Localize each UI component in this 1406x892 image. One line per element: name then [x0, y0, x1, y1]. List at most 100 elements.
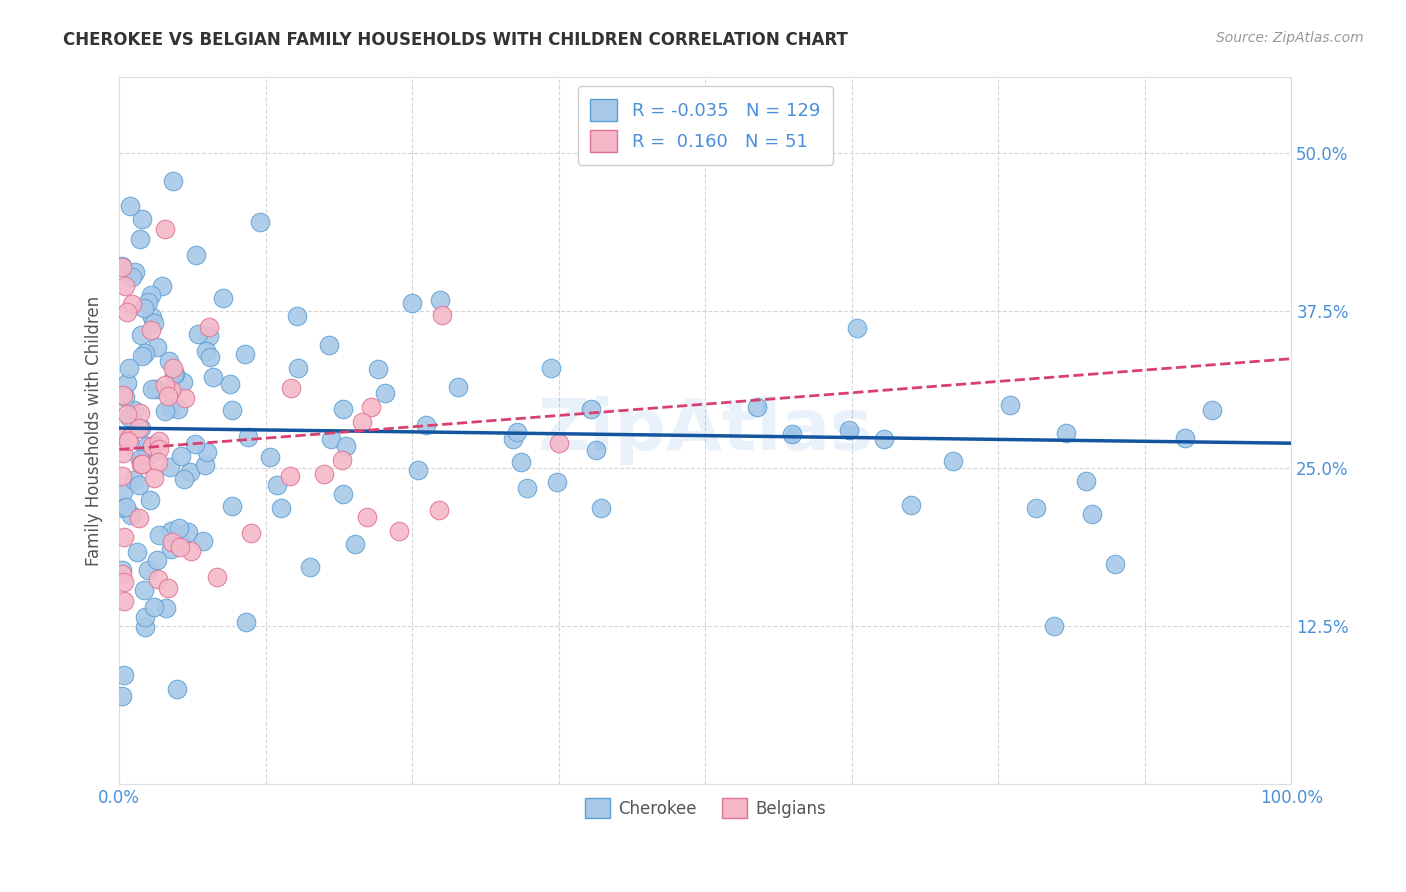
Point	[156, 581, 179, 595]
Point	[112, 667, 135, 681]
Point	[114, 279, 136, 293]
Point	[179, 466, 201, 480]
Point	[156, 389, 179, 403]
Point	[360, 400, 382, 414]
Point	[115, 407, 138, 421]
Point	[169, 533, 191, 548]
Point	[194, 458, 217, 472]
Point	[166, 682, 188, 697]
Point	[141, 310, 163, 325]
Point	[131, 457, 153, 471]
Point	[173, 472, 195, 486]
Point	[121, 297, 143, 311]
Point	[138, 493, 160, 508]
Point	[138, 448, 160, 462]
Point	[122, 403, 145, 417]
Point	[110, 566, 132, 581]
Text: ZipAtlas: ZipAtlas	[537, 396, 873, 465]
Point	[173, 391, 195, 405]
Point	[1201, 403, 1223, 417]
Point	[374, 386, 396, 401]
Point	[135, 443, 157, 458]
Point	[155, 600, 177, 615]
Point	[429, 502, 451, 516]
Point	[143, 599, 166, 614]
Point	[110, 469, 132, 483]
Point	[197, 319, 219, 334]
Point	[236, 430, 259, 444]
Point	[1043, 619, 1066, 633]
Point	[172, 375, 194, 389]
Point	[198, 328, 221, 343]
Point	[110, 689, 132, 703]
Point	[117, 434, 139, 448]
Point	[139, 323, 162, 337]
Point	[159, 354, 181, 368]
Point	[148, 527, 170, 541]
Text: CHEROKEE VS BELGIAN FAMILY HOUSEHOLDS WITH CHILDREN CORRELATION CHART: CHEROKEE VS BELGIAN FAMILY HOUSEHOLDS WI…	[63, 31, 848, 49]
Point	[146, 572, 169, 586]
Point	[259, 450, 281, 464]
Point	[314, 467, 336, 481]
Point	[129, 406, 152, 420]
Point	[546, 475, 568, 489]
Point	[429, 293, 451, 307]
Point	[112, 594, 135, 608]
Point	[998, 398, 1021, 412]
Point	[900, 498, 922, 512]
Point	[207, 570, 229, 584]
Point	[406, 463, 429, 477]
Point	[121, 269, 143, 284]
Point	[942, 453, 965, 467]
Point	[165, 367, 187, 381]
Point	[162, 174, 184, 188]
Point	[579, 401, 602, 416]
Point	[110, 429, 132, 443]
Point	[134, 583, 156, 598]
Point	[160, 535, 183, 549]
Point	[548, 436, 571, 450]
Point	[388, 524, 411, 538]
Point	[319, 432, 342, 446]
Point	[167, 521, 190, 535]
Point	[221, 500, 243, 514]
Point	[180, 544, 202, 558]
Point	[155, 377, 177, 392]
Point	[146, 455, 169, 469]
Point	[335, 438, 357, 452]
Text: Source: ZipAtlas.com: Source: ZipAtlas.com	[1216, 31, 1364, 45]
Point	[195, 344, 218, 359]
Point	[112, 574, 135, 589]
Point	[270, 500, 292, 515]
Point	[118, 199, 141, 213]
Point	[169, 540, 191, 554]
Point	[1054, 426, 1077, 441]
Point	[115, 500, 138, 514]
Point	[125, 545, 148, 559]
Point	[332, 487, 354, 501]
Point	[114, 390, 136, 404]
Point	[221, 402, 243, 417]
Point	[352, 416, 374, 430]
Point	[139, 288, 162, 302]
Point	[285, 310, 308, 324]
Point	[235, 615, 257, 629]
Point	[332, 401, 354, 416]
Point	[136, 439, 159, 453]
Point	[502, 432, 524, 446]
Point	[128, 452, 150, 467]
Point	[195, 445, 218, 459]
Point	[170, 449, 193, 463]
Point	[124, 265, 146, 279]
Point	[343, 536, 366, 550]
Point	[110, 563, 132, 577]
Point	[111, 484, 134, 499]
Point	[148, 442, 170, 457]
Point	[115, 376, 138, 390]
Point	[873, 432, 896, 446]
Point	[163, 367, 186, 381]
Point	[201, 370, 224, 384]
Point	[117, 410, 139, 425]
Point	[415, 417, 437, 432]
Point	[585, 443, 607, 458]
